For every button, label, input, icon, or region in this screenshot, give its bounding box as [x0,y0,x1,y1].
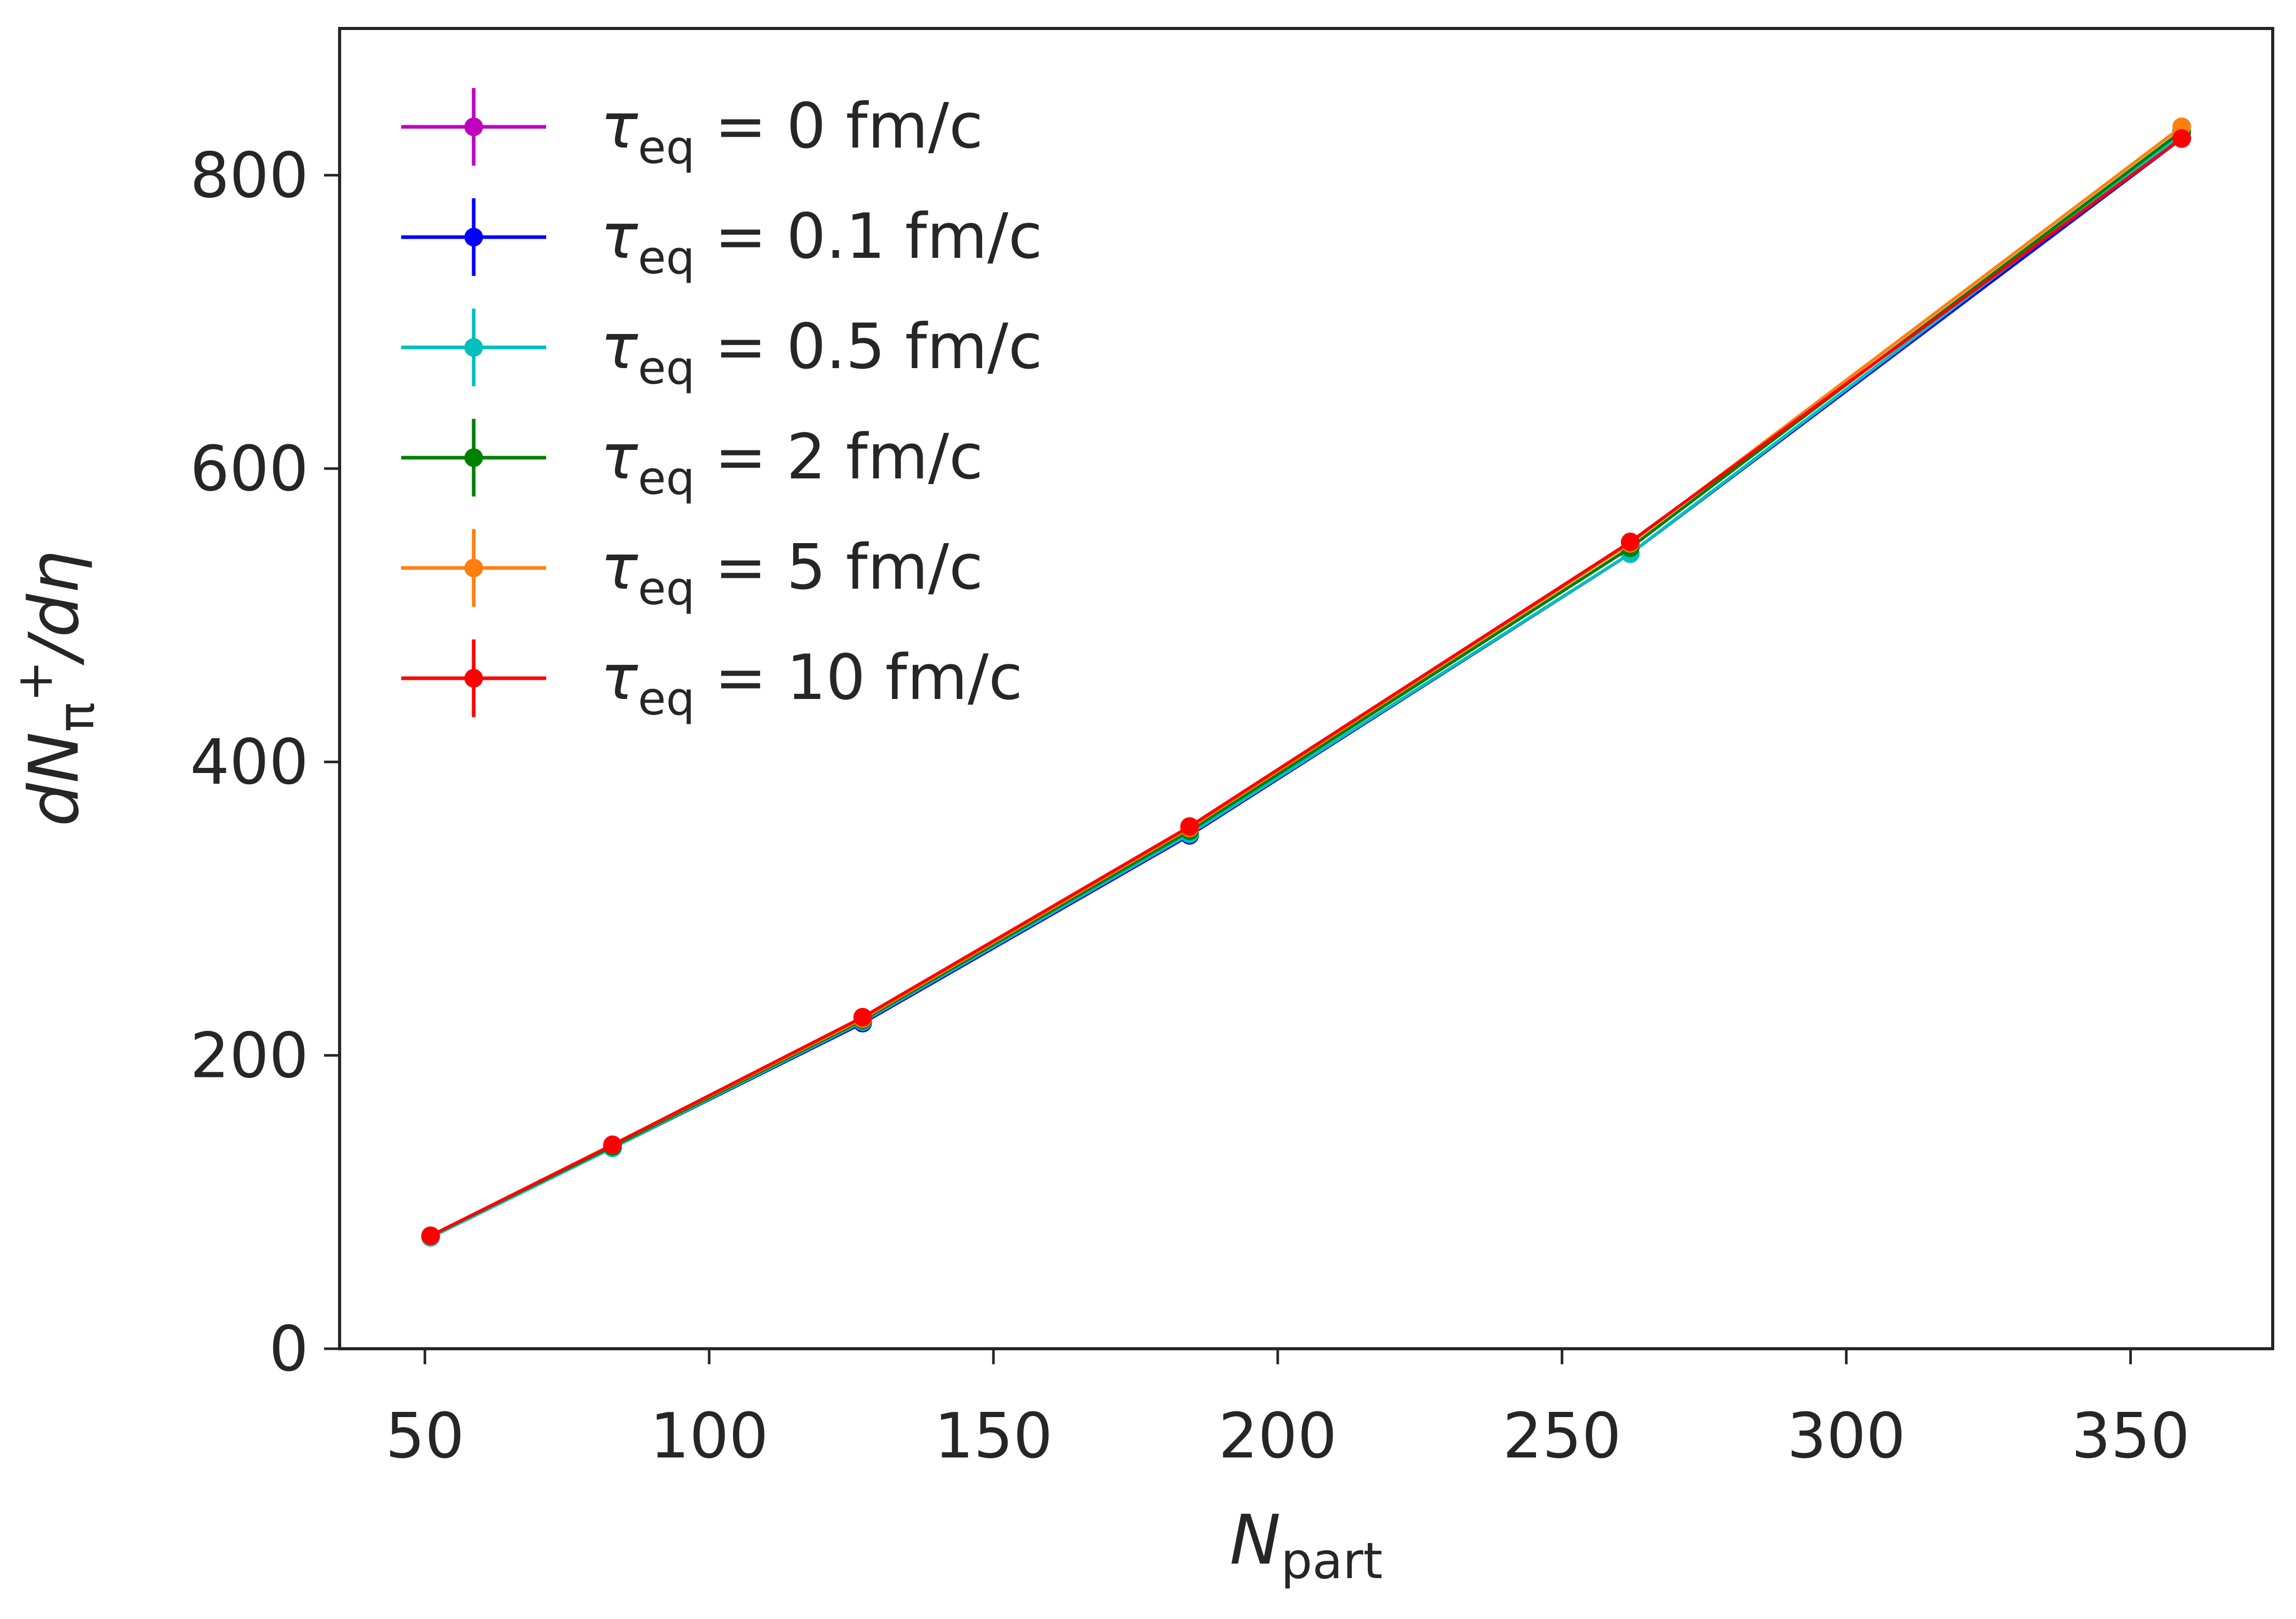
y-axis-label-sup: + [6,661,64,702]
y-axis-label: dNπ+/dη [6,551,105,827]
y-axis-label-tail: /dη [14,551,94,666]
legend-label-main: τ [601,532,638,604]
legend-label-main: τ [601,91,638,163]
legend-item: τeq = 0 fm/c [401,88,983,174]
legend-label-sub: eq [638,451,695,505]
legend-label-rest: = 0.1 fm/c [695,201,1042,273]
legend-label-main: τ [601,311,638,383]
legend-label: τeq = 2 fm/c [601,421,983,505]
legend-marker [464,338,483,357]
legend-marker [464,118,483,136]
legend-label-rest: = 2 fm/c [695,421,983,493]
legend-label-main: τ [601,642,638,714]
y-tick-label: 200 [190,1020,309,1092]
legend-label-sub: eq [638,231,695,284]
y-tick-label: 400 [190,727,309,799]
x-axis: 50 100 150 200 250 300 350 [385,1349,2190,1472]
legend-label-rest: = 0.5 fm/c [695,311,1042,383]
x-tick-label: 150 [934,1401,1052,1472]
legend-marker [464,669,483,688]
series-5 [421,129,2191,1245]
x-tick-label: 100 [650,1401,768,1472]
data-point [853,1008,872,1027]
x-axis-label-main: N [1230,1500,1281,1580]
legend-item: τeq = 0.1 fm/c [401,198,1043,284]
legend-label: τeq = 5 fm/c [601,532,983,615]
legend-label: τeq = 0.1 fm/c [601,201,1043,284]
x-tick-label: 50 [385,1401,464,1472]
y-axis-label-sub: π [47,702,105,732]
y-axis: 0 200 400 600 800 [190,140,340,1385]
data-point [603,1135,622,1155]
legend-label-sub: eq [638,341,695,395]
y-tick-label: 0 [269,1314,309,1385]
legend-label-main: τ [601,201,638,273]
x-tick-label: 250 [1503,1401,1621,1472]
legend-label-sub: eq [638,121,695,174]
legend-marker [464,559,483,577]
y-tick-label: 600 [190,433,309,505]
legend-label: τeq = 0.5 fm/c [601,311,1043,395]
axes-frame [338,27,2274,1350]
series-layer [421,117,2191,1247]
legend-label: τeq = 10 fm/c [601,642,1022,725]
legend-item: τeq = 5 fm/c [401,529,983,615]
legend-label: τeq = 0 fm/c [601,91,983,174]
legend-label-rest: = 10 fm/c [695,642,1022,714]
data-point [1620,532,1640,551]
legend-item: τeq = 10 fm/c [401,639,1022,725]
data-point [1180,817,1199,836]
legend-label-main: τ [601,421,638,493]
x-axis-label: Npart [1230,1500,1383,1590]
data-point [421,1226,440,1245]
legend-marker [464,228,483,246]
x-tick-label: 200 [1219,1401,1337,1472]
legend-marker [464,448,483,467]
legend-item: τeq = 0.5 fm/c [401,309,1043,395]
y-axis-label-main: dN [14,732,94,827]
legend-label-rest: = 5 fm/c [695,532,983,604]
data-point [2172,129,2191,148]
x-tick-label: 300 [1787,1401,1906,1472]
series-line [430,137,2183,1237]
legend-label-sub: eq [638,562,695,615]
y-tick-label: 800 [190,140,309,212]
legend-item: τeq = 2 fm/c [401,419,983,505]
legend-label-sub: eq [638,672,695,725]
legend-label-rest: = 0 fm/c [695,91,983,163]
x-axis-label-sub: part [1281,1532,1383,1590]
x-tick-label: 350 [2071,1401,2190,1472]
